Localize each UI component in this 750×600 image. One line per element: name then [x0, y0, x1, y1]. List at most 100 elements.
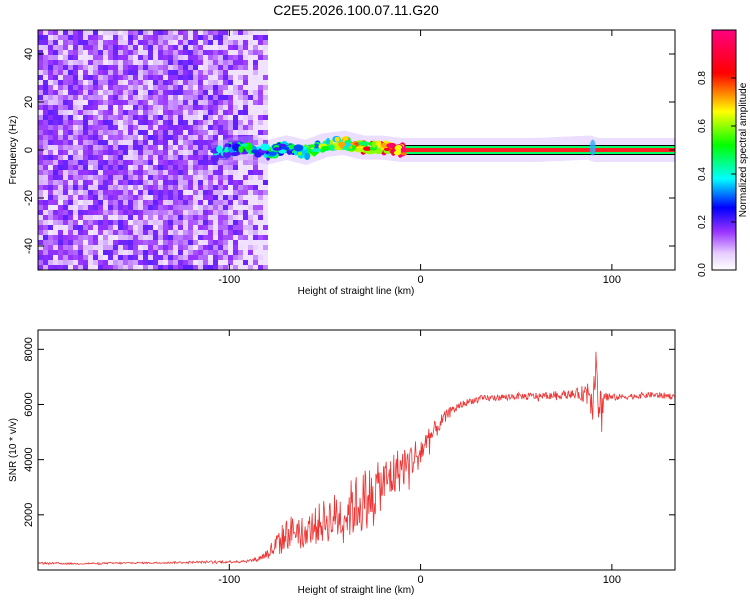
noise-cell [203, 115, 208, 120]
noise-cell [153, 185, 158, 190]
noise-cell [108, 200, 113, 205]
noise-cell [138, 40, 143, 45]
noise-cell [178, 100, 183, 105]
heatmap-y-tick-label: -20 [23, 190, 35, 206]
noise-cell [243, 130, 248, 135]
noise-cell [168, 45, 173, 50]
noise-cell [113, 140, 118, 145]
noise-cell [138, 260, 143, 265]
noise-cell [128, 205, 133, 210]
noise-cell [193, 40, 198, 45]
noise-cell [258, 155, 263, 160]
noise-cell [178, 225, 183, 230]
noise-cell [118, 190, 123, 195]
noise-cell [253, 155, 258, 160]
noise-cell [73, 125, 78, 130]
noise-cell [113, 95, 118, 100]
noise-cell [188, 220, 193, 225]
signal-blob [371, 140, 377, 148]
noise-cell [118, 180, 123, 185]
noise-cell [248, 185, 253, 190]
noise-cell [178, 220, 183, 225]
noise-cell [153, 235, 158, 240]
noise-cell [263, 205, 268, 210]
noise-cell [148, 235, 153, 240]
noise-cell [203, 230, 208, 235]
noise-cell [118, 95, 123, 100]
noise-cell [148, 195, 153, 200]
noise-cell [123, 265, 128, 270]
noise-cell [128, 210, 133, 215]
noise-cell [83, 230, 88, 235]
noise-cell [153, 165, 158, 170]
noise-cell [213, 190, 218, 195]
noise-cell [243, 115, 248, 120]
noise-cell [243, 95, 248, 100]
noise-cell [213, 60, 218, 65]
noise-cell [168, 60, 173, 65]
noise-cell [218, 240, 223, 245]
noise-cell [258, 245, 263, 250]
noise-cell [218, 50, 223, 55]
noise-cell [178, 75, 183, 80]
noise-cell [168, 95, 173, 100]
noise-cell [98, 200, 103, 205]
noise-cell [83, 140, 88, 145]
noise-cell [238, 255, 243, 260]
noise-cell [198, 135, 203, 140]
noise-cell [143, 115, 148, 120]
noise-cell [138, 70, 143, 75]
noise-cell [78, 115, 83, 120]
noise-cell [243, 225, 248, 230]
noise-cell [73, 145, 78, 150]
noise-cell [113, 210, 118, 215]
noise-cell [233, 225, 238, 230]
noise-cell [218, 220, 223, 225]
noise-cell [163, 245, 168, 250]
noise-cell [183, 200, 188, 205]
noise-cell [138, 210, 143, 215]
noise-cell [53, 145, 58, 150]
noise-cell [178, 40, 183, 45]
noise-cell [93, 110, 98, 115]
noise-cell [248, 120, 253, 125]
noise-cell [38, 165, 43, 170]
noise-cell [48, 195, 53, 200]
noise-cell [103, 130, 108, 135]
noise-cell [83, 185, 88, 190]
noise-cell [73, 40, 78, 45]
noise-cell [63, 140, 68, 145]
noise-cell [58, 115, 63, 120]
noise-cell [188, 105, 193, 110]
noise-cell [58, 50, 63, 55]
noise-cell [178, 200, 183, 205]
noise-cell [193, 170, 198, 175]
noise-cell [253, 235, 258, 240]
noise-cell [78, 65, 83, 70]
noise-cell [123, 130, 128, 135]
noise-cell [203, 85, 208, 90]
noise-cell [123, 55, 128, 60]
noise-cell [58, 55, 63, 60]
noise-cell [233, 265, 238, 270]
noise-cell [178, 65, 183, 70]
noise-cell [68, 190, 73, 195]
noise-cell [198, 265, 203, 270]
noise-cell [223, 75, 228, 80]
noise-cell [148, 95, 153, 100]
noise-cell [243, 190, 248, 195]
noise-cell [58, 105, 63, 110]
noise-cell [103, 75, 108, 80]
noise-cell [203, 75, 208, 80]
noise-cell [123, 215, 128, 220]
noise-cell [158, 110, 163, 115]
noise-cell [108, 230, 113, 235]
noise-cell [128, 70, 133, 75]
noise-cell [128, 215, 133, 220]
noise-cell [53, 190, 58, 195]
noise-cell [138, 195, 143, 200]
noise-cell [133, 255, 138, 260]
noise-cell [93, 85, 98, 90]
noise-cell [148, 150, 153, 155]
noise-cell [38, 35, 43, 40]
